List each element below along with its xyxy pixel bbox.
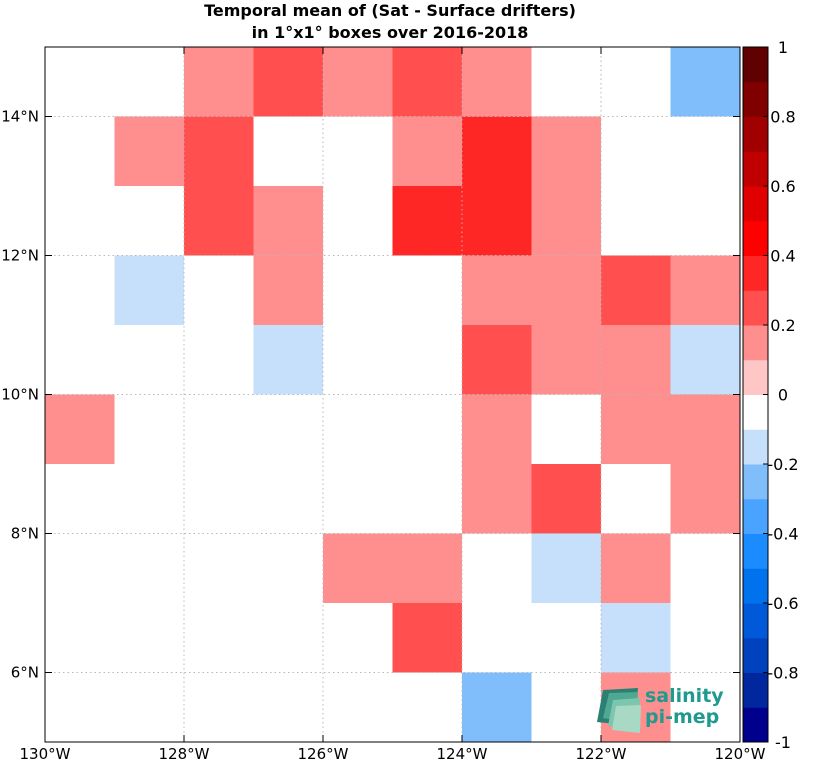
- heatmap-cell: [531, 464, 601, 534]
- x-tick-label: 126°W: [298, 745, 349, 763]
- heatmap-cell: [184, 47, 254, 117]
- heatmap-cell: [462, 255, 532, 325]
- colorbar-segment: [743, 637, 768, 673]
- colorbar-segment: [743, 325, 768, 361]
- colorbar-tick-label: 1: [778, 38, 788, 57]
- heatmap-cell: [253, 47, 323, 117]
- colorbar-segment: [743, 81, 768, 117]
- heatmap-cell: [392, 533, 462, 603]
- colorbar-segment: [743, 116, 768, 152]
- title-line-1: Temporal mean of (Sat - Surface drifters…: [204, 1, 576, 20]
- colorbar-segment: [743, 672, 768, 708]
- colorbar-tick-label: -0.2: [767, 455, 798, 474]
- x-tick-label: 124°W: [437, 745, 488, 763]
- y-tick-label: 12°N: [1, 247, 39, 265]
- heatmap-cell: [670, 464, 740, 534]
- heatmap-cell: [253, 255, 323, 325]
- heatmap-cell: [184, 116, 254, 186]
- heatmap-cell: [462, 325, 532, 395]
- heatmap-cell: [253, 186, 323, 256]
- colorbar-segment: [743, 151, 768, 187]
- heatmap-cell: [531, 116, 601, 186]
- heatmap-cell: [601, 394, 671, 464]
- heatmap-cell: [114, 255, 184, 325]
- colorbar-tick-label: 0.8: [770, 108, 795, 127]
- heatmap-cell: [462, 464, 532, 534]
- heatmap-cell: [184, 186, 254, 256]
- colorbar-ticks: 1 0.8 0.6 0.4 0.2 0 -0.2 -0.4 -0.6 -0.8 -1: [763, 38, 799, 752]
- heatmap-cell: [462, 47, 532, 117]
- heatmap-cell: [601, 603, 671, 673]
- heatmap-cell: [531, 255, 601, 325]
- x-tick-label: 128°W: [159, 745, 210, 763]
- y-tick-label: 14°N: [1, 108, 39, 126]
- heatmap-cell: [531, 325, 601, 395]
- logo-line-2: pi-mep: [645, 706, 719, 728]
- colorbar-segment: [743, 429, 768, 465]
- y-tick-label: 6°N: [11, 664, 39, 682]
- x-tick-label: 122°W: [576, 745, 627, 763]
- heatmap-cell: [670, 255, 740, 325]
- colorbar-segment: [743, 603, 768, 639]
- y-tick-label: 8°N: [11, 525, 39, 543]
- colorbar-segment: [743, 464, 768, 500]
- colorbar-segment: [743, 533, 768, 569]
- heatmap-cell: [392, 603, 462, 673]
- x-tick-label: 130°W: [20, 745, 71, 763]
- colorbar-segment: [743, 220, 768, 256]
- logo: salinity pi-mep: [597, 685, 724, 733]
- colorbar-segment: [743, 707, 768, 743]
- heatmap-cell: [601, 533, 671, 603]
- colorbar-segment: [743, 394, 768, 430]
- heatmap-cell: [392, 186, 462, 256]
- heatmap-cell: [670, 325, 740, 395]
- heatmap-cell: [323, 533, 393, 603]
- colorbar-segment: [743, 47, 768, 83]
- colorbar-tick-label: -1: [775, 733, 791, 752]
- logo-mark-icon: [597, 688, 641, 733]
- y-axis-ticks: 6°N 8°N 10°N 12°N 14°N: [1, 108, 740, 682]
- colorbar-tick-label: 0.6: [770, 177, 795, 196]
- colorbar-tick-label: -0.4: [767, 525, 798, 544]
- title-line-2: in 1°x1° boxes over 2016-2018: [252, 23, 529, 42]
- heatmap-cell: [45, 394, 115, 464]
- heatmap-cell: [462, 394, 532, 464]
- heatmap-cell: [601, 325, 671, 395]
- colorbar-segment: [743, 498, 768, 534]
- heatmap-cell: [531, 533, 601, 603]
- logo-line-1: salinity: [645, 685, 724, 707]
- heatmap-cell: [114, 116, 184, 186]
- heatmap-cell: [392, 47, 462, 117]
- colorbar-segment: [743, 359, 768, 395]
- heatmap-cell: [392, 116, 462, 186]
- heatmap-cells: [45, 47, 740, 742]
- colorbar-tick-label: 0.2: [770, 316, 795, 335]
- colorbar-tick-label: 0.4: [770, 247, 795, 266]
- heatmap-cell: [323, 47, 393, 117]
- heatmap-cell: [462, 672, 532, 742]
- heatmap-cell: [462, 186, 532, 256]
- heatmap-cell: [670, 394, 740, 464]
- colorbar-segment: [743, 186, 768, 222]
- colorbar-segment: [743, 255, 768, 291]
- x-axis-ticks: 130°W 128°W 126°W 124°W 122°W 120°W: [20, 47, 766, 763]
- heatmap-cell: [670, 47, 740, 117]
- colorbar-segment: [743, 568, 768, 604]
- y-tick-label: 10°N: [1, 386, 39, 404]
- colorbar-tick-label: -0.6: [767, 594, 798, 613]
- colorbar-segment: [743, 290, 768, 326]
- heatmap-cell: [253, 325, 323, 395]
- heatmap-cell: [601, 255, 671, 325]
- heatmap-cell: [462, 116, 532, 186]
- colorbar: [742, 46, 769, 743]
- colorbar-tick-label: -0.8: [767, 664, 798, 683]
- heatmap-cell: [531, 186, 601, 256]
- x-tick-label: 120°W: [715, 745, 766, 763]
- colorbar-tick-label: 0: [778, 386, 788, 405]
